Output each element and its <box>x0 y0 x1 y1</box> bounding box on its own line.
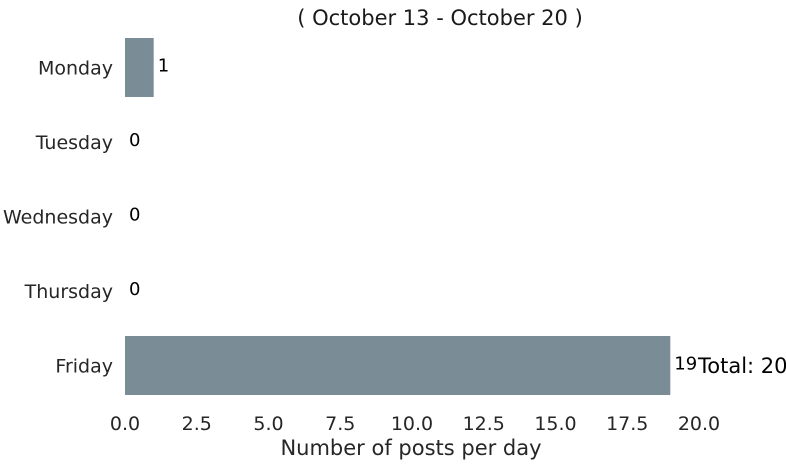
total-label: Total: 20 <box>697 354 786 378</box>
x-tick-label: 2.5 <box>182 413 212 435</box>
x-tick-label: 12.5 <box>463 413 505 435</box>
x-tick-label: 15.0 <box>534 413 576 435</box>
value-label-tuesday: 0 <box>129 130 140 151</box>
category-label-monday: Monday <box>38 58 113 80</box>
x-tick-labels: 0.0 2.5 5.0 7.5 10.0 12.5 15.0 17.5 20.0 <box>110 413 720 435</box>
x-axis-label: Number of posts per day <box>280 436 541 460</box>
value-label-wednesday: 0 <box>129 205 140 226</box>
category-label-tuesday: Tuesday <box>35 132 113 154</box>
bar-monday <box>125 38 154 97</box>
x-tick-label: 7.5 <box>325 413 355 435</box>
category-labels: Monday Tuesday Wednesday Thursday Friday <box>3 58 113 378</box>
x-tick-label: 10.0 <box>391 413 433 435</box>
value-label-friday: 19 <box>674 354 697 375</box>
bars-group <box>125 38 671 395</box>
x-tick-label: 0.0 <box>110 413 140 435</box>
bar-friday <box>125 336 671 395</box>
category-label-wednesday: Wednesday <box>3 207 113 229</box>
chart-title: ( October 13 - October 20 ) <box>297 6 583 30</box>
value-label-thursday: 0 <box>129 279 140 300</box>
x-tick-label: 5.0 <box>253 413 283 435</box>
category-label-friday: Friday <box>55 356 113 378</box>
value-label-monday: 1 <box>158 56 169 77</box>
x-tick-label: 17.5 <box>606 413 648 435</box>
category-label-thursday: Thursday <box>24 281 113 303</box>
x-tick-label: 20.0 <box>678 413 720 435</box>
value-labels: 1 0 0 0 19 <box>129 56 697 375</box>
